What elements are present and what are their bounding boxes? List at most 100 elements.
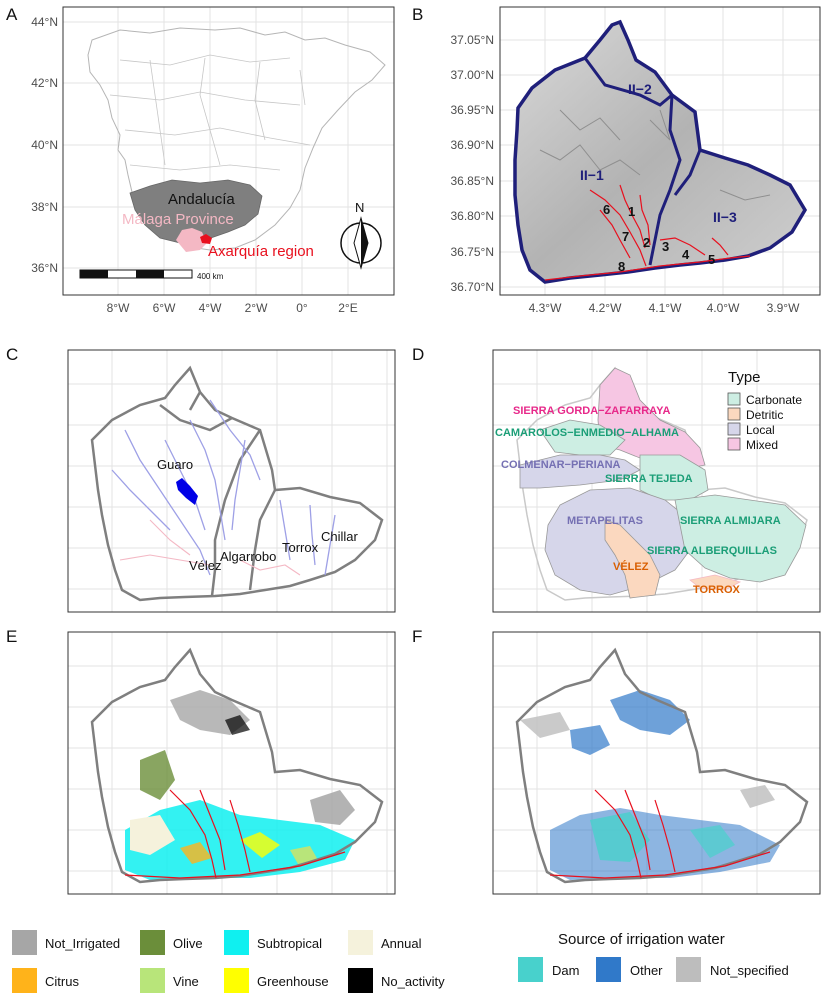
tick-lon: 6°W: [153, 301, 176, 315]
label-subbasin: II−1: [580, 167, 604, 183]
panel-letter-a: A: [6, 5, 18, 24]
river-number: 8: [618, 259, 625, 274]
water-legend: Source of irrigation water Dam Other Not…: [518, 931, 789, 982]
river-number: 6: [603, 202, 610, 217]
aquifer-detritic: [604, 519, 661, 599]
basin-outline: [515, 647, 809, 884]
place-label: Vélez: [189, 558, 222, 573]
aquifer-label: TORROX: [693, 584, 741, 596]
guaro-reservoir: [176, 478, 198, 505]
aquifer-carbonate: [674, 494, 807, 583]
scale-label: 400 km: [197, 272, 224, 281]
basin-outline: [513, 19, 808, 284]
basin-outline: [90, 365, 384, 602]
type-swatch: [727, 407, 741, 421]
relief-ridges: [539, 109, 771, 201]
subbasin-borders: [159, 391, 277, 597]
crop-swatch: [12, 968, 37, 993]
water-label: Other: [630, 963, 663, 978]
andalucia-region: [129, 179, 263, 244]
tick-lon: 2°W: [245, 301, 268, 315]
tick-lat: 36°N: [31, 261, 58, 275]
water-label: Not_specified: [710, 963, 789, 978]
water-swatch: [676, 957, 701, 982]
aquifer-label: COLMENAR−PERIANA: [501, 459, 621, 471]
crop-label: Vine: [173, 974, 199, 989]
water-source-patches: [520, 690, 780, 880]
aquifer-carbonate: [539, 419, 626, 456]
panel-b-lat-ticks: 37.05°N 37.00°N 36.95°N 36.90°N 36.85°N …: [451, 33, 495, 294]
aquifer-local: [519, 454, 641, 489]
crop-swatch: [140, 930, 165, 955]
tick-lon: 4°W: [199, 301, 222, 315]
river-number: 2: [643, 235, 650, 250]
type-label: Carbonate: [746, 393, 802, 407]
aquifer-label: SIERRA ALMIJARA: [680, 515, 781, 527]
panel-letter-e: E: [6, 627, 17, 646]
axarquia-region: [200, 234, 212, 244]
type-label: Detritic: [746, 408, 783, 422]
panel-a-frame: [62, 6, 395, 296]
label-subbasin: II−2: [628, 81, 652, 97]
tick-lat: 44°N: [31, 15, 58, 29]
aquifer-detritic: [689, 574, 742, 591]
river-network: [549, 789, 771, 879]
tick-lat: 36.95°N: [451, 103, 495, 117]
malaga-province: [176, 228, 207, 252]
panel-d-frame: [492, 349, 821, 613]
river-number: 1: [628, 204, 635, 219]
crop-label: Olive: [173, 936, 203, 951]
panel-e: E: [6, 627, 396, 895]
tick-lat: 42°N: [31, 76, 58, 90]
label-subbasin: II−3: [713, 209, 737, 225]
panel-c: C Guaro: [6, 345, 396, 613]
tick-lat: 37.05°N: [451, 33, 495, 47]
crop-swatch: [224, 968, 249, 993]
type-swatch: [727, 437, 741, 451]
river-network: [124, 789, 346, 879]
river-number: 7: [622, 229, 629, 244]
crop-swatch: [140, 968, 165, 993]
tick-lat: 36.70°N: [451, 280, 495, 294]
river-number: 4: [682, 247, 690, 262]
aquifer-labels: SIERRA GORDA−ZAFARRAYA CAMAROLOS−ENMEDIO…: [495, 405, 781, 596]
tick-lon: 2°E: [338, 301, 357, 315]
tick-lat: 38°N: [31, 200, 58, 214]
tick-lat: 36.85°N: [451, 174, 495, 188]
river-numbers: 1 2 3 4 5 6 7 8: [603, 202, 715, 274]
scale-bar: 400 km: [79, 269, 224, 281]
place-label: Torrox: [282, 540, 319, 555]
panel-letter-f: F: [412, 627, 422, 646]
place-label: Guaro: [157, 457, 193, 472]
type-legend-title: Type: [728, 369, 761, 386]
place-labels: Guaro Vélez Algarrobo Torrox Chillar: [157, 457, 359, 573]
place-label: Algarrobo: [220, 549, 276, 564]
tick-lat: 36.75°N: [451, 245, 495, 259]
north-label: N: [355, 200, 364, 215]
tick-lon: 4.2°W: [589, 301, 622, 315]
panel-c-frame: [67, 349, 396, 613]
water-label: Dam: [552, 963, 579, 978]
tick-lon: 4.1°W: [649, 301, 682, 315]
type-label: Mixed: [746, 438, 778, 452]
panel-letter-b: B: [412, 5, 423, 24]
crop-label: Annual: [381, 936, 422, 951]
panel-a: A Andalucía Málaga Province Axarquía reg…: [6, 5, 395, 315]
province-lines: [109, 54, 311, 171]
tick-lon: 4.3°W: [529, 301, 562, 315]
aquifer-label: SIERRA GORDA−ZAFARRAYA: [513, 405, 670, 417]
aquifer-carbonate: [639, 454, 709, 501]
type-legend: Type Carbonate Detritic Local Mixed: [727, 369, 802, 452]
river-network: [544, 184, 751, 281]
label-malaga: Málaga Province: [122, 211, 234, 228]
irrigation-channels: [119, 519, 301, 576]
type-label: Local: [746, 423, 775, 437]
panel-b-lon-ticks: 4.3°W 4.2°W 4.1°W 4.0°W 3.9°W: [529, 301, 800, 315]
tick-lat: 37.00°N: [451, 68, 495, 82]
aquifer-label: SIERRA TEJEDA: [605, 473, 693, 485]
panel-b-frame: [499, 6, 821, 296]
water-swatch: [596, 957, 621, 982]
tick-lat: 36.80°N: [451, 209, 495, 223]
basin-outline: [90, 647, 384, 884]
river-number: 5: [708, 252, 715, 267]
